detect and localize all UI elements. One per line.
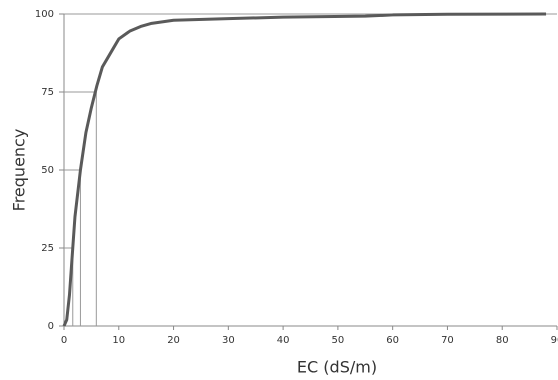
x-tick-label: 20 — [167, 335, 180, 346]
x-tick-label: 70 — [441, 335, 454, 346]
x-tick-label: 30 — [222, 335, 235, 346]
x-axis-label: EC (dS/m) — [297, 358, 377, 377]
data-line — [62, 12, 547, 327]
y-tick-label: 50 — [41, 165, 54, 176]
x-tick-label: 0 — [61, 335, 67, 346]
y-tick-label: 25 — [41, 243, 54, 254]
x-tick-label: 90 — [551, 335, 558, 346]
x-tick-label: 40 — [277, 335, 290, 346]
y-tick-label: 75 — [41, 87, 54, 98]
y-tick-label: 100 — [35, 9, 54, 20]
x-tick-label: 10 — [112, 335, 125, 346]
y-tick-label: 0 — [48, 321, 54, 332]
x-tick-label: 50 — [332, 335, 345, 346]
y-axis-label: Frequency — [10, 129, 29, 212]
x-tick-label: 80 — [496, 335, 509, 346]
x-tick-label: 60 — [386, 335, 399, 346]
